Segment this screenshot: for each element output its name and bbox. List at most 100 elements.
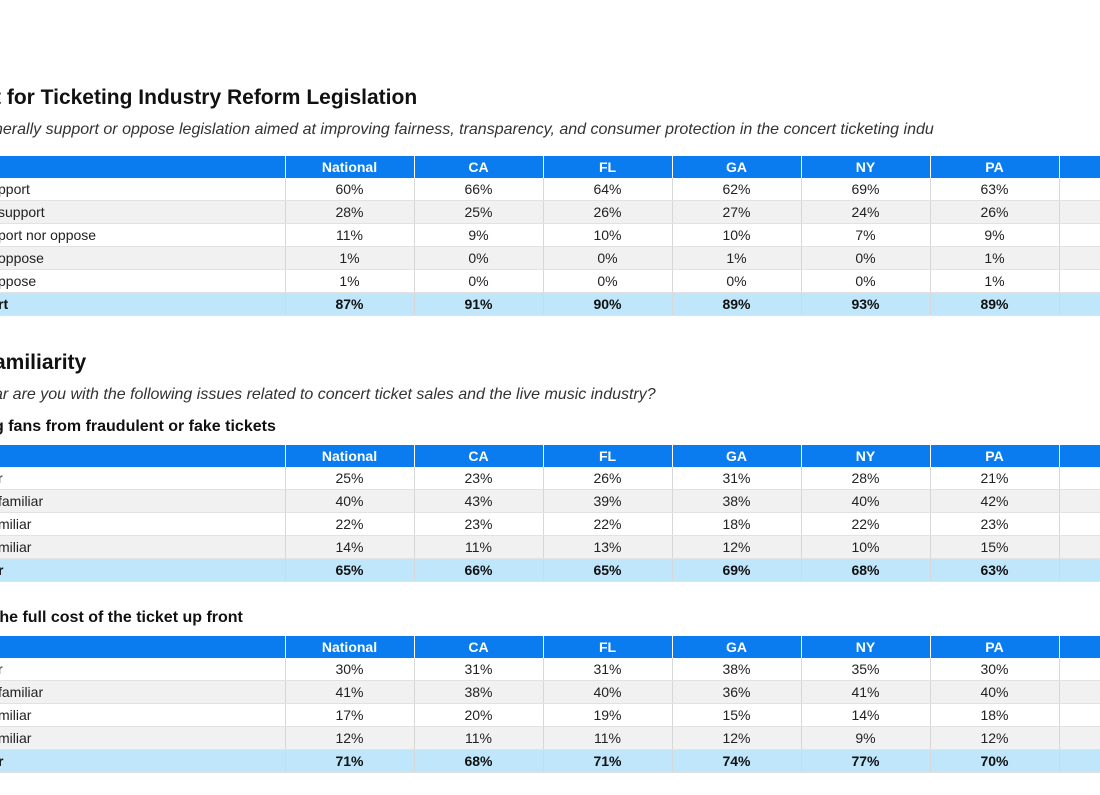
header-cell-blank [0,636,286,658]
value-cell: 1% [930,269,1060,293]
column-header: FL [543,636,673,658]
value-cell: 19% [543,703,673,727]
value-cell [1059,535,1100,559]
column-header: FL [543,156,673,178]
value-cell: 14% [285,535,415,559]
value-cell: 15% [672,703,802,727]
value-cell: 11% [285,223,415,247]
value-cell: 93% [801,292,931,316]
value-cell: 0% [543,246,673,270]
table-row: miliar 14% 11% 13% 12% 10% 15% [0,535,1100,559]
row-label: pport [0,178,286,201]
value-cell [1059,680,1100,704]
row-label: r [0,658,286,681]
table-total-row: r65%66%65%69%68%63% [0,558,1100,582]
section-title-legislation-support: t for Ticketing Industry Reform Legislat… [0,86,418,109]
value-cell [1059,726,1100,750]
column-header: National [285,156,415,178]
value-cell: 89% [930,292,1060,316]
row-label: r [0,749,286,773]
value-cell: 40% [801,489,931,513]
value-cell: 66% [414,178,544,201]
value-cell: 30% [285,658,415,681]
column-header: PA [930,156,1060,178]
value-cell: 38% [672,658,802,681]
column-header: FL [543,445,673,467]
value-cell: 31% [414,658,544,681]
value-cell [1059,489,1100,513]
value-cell: 7% [801,223,931,247]
column-header: National [285,445,415,467]
value-cell: 23% [930,512,1060,536]
value-cell [1059,658,1100,681]
table-row: familiar 41% 38% 40% 36% 41% 40% [0,680,1100,704]
value-cell: 9% [414,223,544,247]
value-cell: 69% [672,558,802,582]
column-header: PA [930,636,1060,658]
value-cell: 23% [414,512,544,536]
row-label: miliar [0,703,286,727]
value-cell: 26% [930,200,1060,224]
value-cell: 91% [414,292,544,316]
value-cell: 17% [285,703,415,727]
value-cell: 25% [414,200,544,224]
value-cell: 42% [930,489,1060,513]
row-label: rt [0,292,286,316]
value-cell [1059,223,1100,247]
value-cell: 71% [285,749,415,773]
column-header: GA [672,445,802,467]
value-cell: 1% [285,269,415,293]
value-cell [1059,703,1100,727]
question-familiarity: ar are you with the following issues rel… [0,386,656,403]
value-cell: 62% [672,178,802,201]
value-cell [1059,269,1100,293]
value-cell: 12% [930,726,1060,750]
value-cell: 35% [801,658,931,681]
value-cell: 11% [414,535,544,559]
value-cell [1059,558,1100,582]
value-cell: 0% [672,269,802,293]
value-cell: 71% [543,749,673,773]
table-total-row: r71%68%71%74%77%70% [0,749,1100,773]
value-cell: 65% [285,558,415,582]
value-cell: 1% [672,246,802,270]
column-header: NY [801,636,931,658]
value-cell: 70% [930,749,1060,773]
value-cell: 22% [543,512,673,536]
column-header: NY [801,156,931,178]
value-cell: 40% [930,680,1060,704]
column-header: GA [672,156,802,178]
value-cell: 0% [801,269,931,293]
row-label: miliar [0,512,286,536]
value-cell: 1% [285,246,415,270]
value-cell: 0% [543,269,673,293]
row-label: oppose [0,246,286,270]
table-row: familiar 40% 43% 39% 38% 40% 42% [0,489,1100,513]
header-cell-blank [0,156,286,178]
value-cell: 18% [930,703,1060,727]
value-cell: 63% [930,558,1060,582]
value-cell: 36% [672,680,802,704]
row-label: familiar [0,489,286,513]
column-header [1059,156,1100,178]
value-cell: 26% [543,200,673,224]
value-cell: 43% [414,489,544,513]
value-cell: 63% [930,178,1060,201]
value-cell: 11% [414,726,544,750]
row-label: port nor oppose [0,223,286,247]
subhead-full-cost-up-front: the full cost of the ticket up front [0,609,243,626]
value-cell: 87% [285,292,415,316]
row-label: r [0,558,286,582]
value-cell: 11% [543,726,673,750]
value-cell: 69% [801,178,931,201]
value-cell: 12% [285,726,415,750]
value-cell [1059,178,1100,201]
table-row: ppose 1% 0% 0% 0% 0% 1% [0,269,1100,293]
table-row: r25%23%26%31%28%21% [0,467,1100,490]
value-cell: 9% [801,726,931,750]
value-cell: 10% [801,535,931,559]
row-label: support [0,200,286,224]
row-label: miliar [0,726,286,750]
value-cell [1059,246,1100,270]
value-cell: 22% [285,512,415,536]
